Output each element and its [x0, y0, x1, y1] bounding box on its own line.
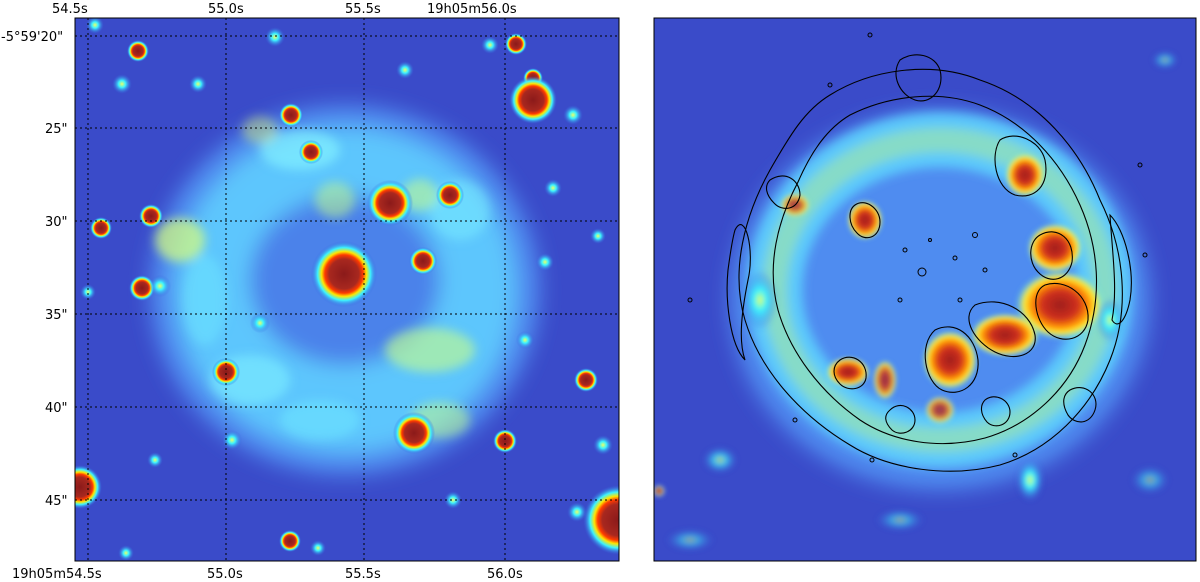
contour-overlay [726, 54, 1132, 472]
left-panel-frame [74, 17, 620, 562]
dec-tick: 45" [45, 494, 68, 509]
ra-bottom-tick: 55.5s [345, 567, 381, 582]
coordinate-grid [75, 18, 619, 561]
right-panel-image [654, 18, 1196, 561]
dec-tick: 40" [45, 401, 68, 416]
dec-tick: 25" [45, 122, 68, 137]
ra-bottom-tick: 56.0s [487, 567, 523, 582]
dec-tick: 30" [45, 215, 68, 230]
ra-top-tick: 55.5s [345, 2, 381, 17]
ra-bottom-tick: 19h05m54.5s [12, 567, 102, 582]
dec-tick: -5°59'20" [1, 30, 63, 45]
contour-specks [687, 32, 1148, 463]
left-panel-image [75, 18, 619, 561]
dec-tick: 35" [45, 308, 68, 323]
ra-top-tick: 55.0s [208, 2, 244, 17]
ra-top-tick: 19h05m56.0s [427, 2, 517, 17]
right-panel-frame [653, 17, 1197, 562]
ra-bottom-tick: 55.0s [207, 567, 243, 582]
ra-top-tick: 54.5s [52, 2, 88, 17]
ra-top-tick-labels: 54.5s 55.0s 55.5s 19h05m56.0s [52, 2, 517, 17]
dec-tick-labels: -5°59'20" 25" 30" 35" 40" 45" [1, 30, 68, 509]
ra-bottom-tick-labels: 19h05m54.5s 55.0s 55.5s 56.0s [12, 567, 523, 582]
